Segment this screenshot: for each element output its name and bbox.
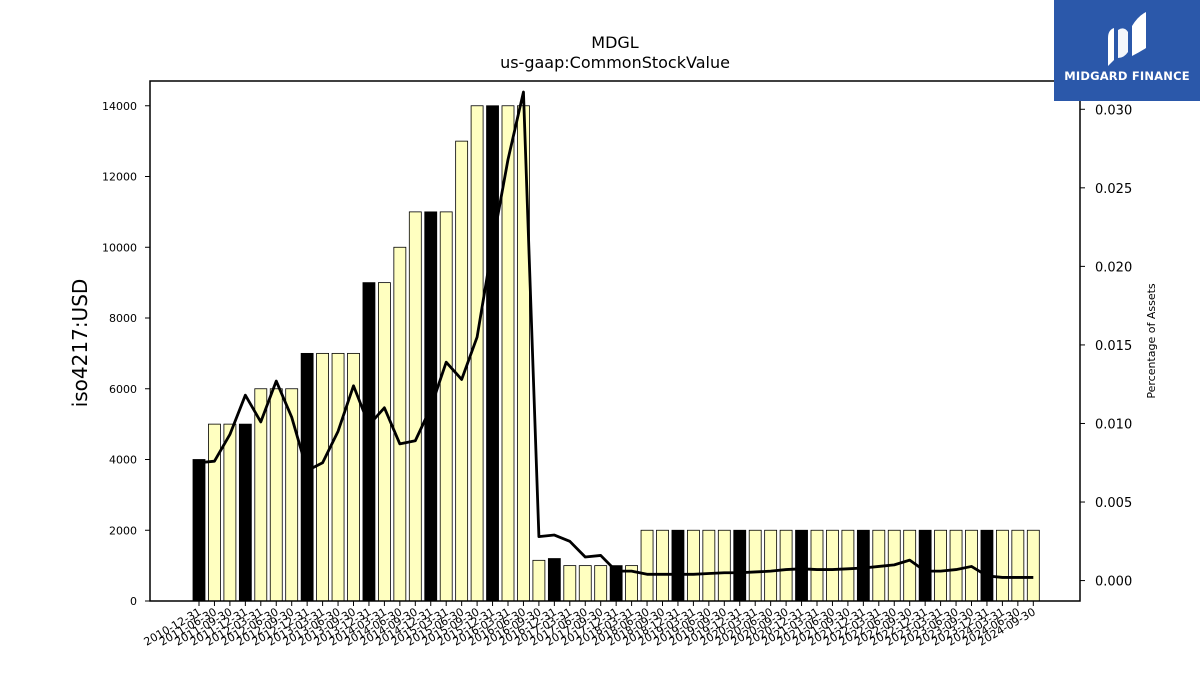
- bar: [795, 529, 808, 602]
- x-axis: 2010-12-312011-06-302011-09-302011-12-31…: [142, 601, 1038, 649]
- bar: [408, 211, 422, 602]
- bar: [362, 282, 376, 602]
- bar: [439, 211, 453, 602]
- y-tick-label: 0: [130, 595, 137, 608]
- bar: [377, 282, 391, 602]
- y-tick-label: 14000: [102, 100, 137, 113]
- bar: [532, 559, 546, 602]
- bar: [393, 246, 407, 602]
- y2-tick-label: 0.020: [1095, 260, 1132, 275]
- bar: [687, 529, 700, 602]
- logo-text: MIDGARD FINANCE: [1064, 69, 1190, 83]
- bar: [470, 105, 484, 602]
- bar: [779, 529, 793, 602]
- y-tick-label: 4000: [109, 454, 137, 467]
- bar: [347, 352, 360, 602]
- bar: [980, 529, 994, 602]
- y-tick-label: 2000: [109, 524, 137, 537]
- bar: [547, 558, 561, 602]
- bar-group: [192, 105, 1040, 602]
- y2-tick-label: 0.000: [1095, 575, 1132, 590]
- bar: [640, 529, 654, 602]
- bar: [918, 529, 932, 602]
- bar: [996, 529, 1009, 602]
- bar: [949, 529, 963, 602]
- y-tick-label: 8000: [109, 312, 137, 325]
- bar: [238, 423, 252, 602]
- y2-axis-label: Percentage of Assets: [1145, 283, 1158, 399]
- bar: [208, 423, 221, 602]
- y-axis-label: iso4217:USD: [68, 279, 92, 408]
- bar: [331, 352, 345, 602]
- y2-tick-label: 0.025: [1095, 182, 1132, 197]
- bar: [269, 388, 283, 602]
- bar: [934, 529, 947, 602]
- logo: MIDGARD FINANCE: [1054, 0, 1200, 101]
- bar: [300, 352, 314, 602]
- bar: [810, 529, 824, 602]
- bar: [717, 529, 731, 602]
- chart-title: MDGL: [591, 33, 639, 52]
- bar: [671, 529, 685, 602]
- bar: [316, 352, 330, 602]
- bar: [578, 565, 592, 602]
- bar: [486, 105, 499, 602]
- bar: [1011, 529, 1025, 602]
- bar: [563, 565, 577, 602]
- bar: [656, 529, 669, 602]
- y-tick-label: 12000: [102, 171, 137, 184]
- y-tick-label: 10000: [102, 241, 137, 254]
- y2-tick-label: 0.005: [1095, 496, 1132, 511]
- bar: [841, 529, 855, 602]
- bar: [856, 529, 870, 602]
- y2-tick-label: 0.030: [1095, 103, 1132, 118]
- chart-subtitle: us-gaap:CommonStockValue: [500, 53, 730, 72]
- bar: [748, 529, 762, 602]
- plot-frame: [149, 80, 1081, 602]
- bar: [702, 529, 716, 602]
- percentage-line: [198, 90, 1034, 579]
- bar: [826, 529, 839, 602]
- y-axis: 0 2000 4000 6000 8000 10000 12000 14000: [102, 100, 150, 608]
- bar: [192, 459, 206, 602]
- bar: [594, 565, 608, 602]
- y2-tick-label: 0.010: [1095, 417, 1132, 432]
- bar: [764, 529, 778, 602]
- y2-axis: 0.000 0.005 0.010 0.015 0.020 0.025 0.030: [1080, 103, 1132, 590]
- midgard-logo-icon: [1108, 12, 1146, 66]
- bar: [223, 423, 237, 602]
- line-group: [198, 90, 1034, 579]
- bar: [733, 529, 747, 602]
- y2-tick-label: 0.015: [1095, 339, 1132, 354]
- bar: [903, 529, 917, 602]
- y-tick-label: 6000: [109, 383, 137, 396]
- bar: [1026, 529, 1040, 602]
